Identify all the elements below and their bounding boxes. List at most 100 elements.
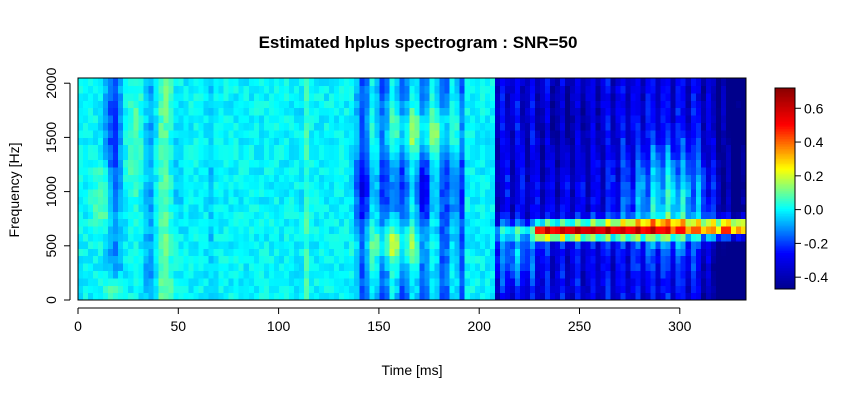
- heatmap-cell: [228, 92, 235, 101]
- heatmap-cell: [620, 285, 627, 294]
- heatmap-cell: [740, 181, 747, 190]
- heatmap-cell: [88, 189, 94, 197]
- heatmap-cell: [238, 248, 245, 257]
- heatmap-cell: [509, 248, 516, 257]
- heatmap-cell: [690, 166, 697, 175]
- heatmap-cell: [695, 144, 702, 153]
- heatmap-cell: [354, 122, 360, 131]
- colorbar-segment: [775, 89, 795, 92]
- heatmap-cell: [158, 144, 164, 153]
- heatmap-cell: [710, 263, 717, 271]
- heatmap-cell: [329, 129, 335, 138]
- heatmap-cell: [188, 285, 195, 294]
- heatmap-cell: [314, 166, 320, 175]
- heatmap-cell: [680, 270, 687, 279]
- heatmap-cell: [414, 226, 421, 234]
- heatmap-cell: [680, 107, 687, 116]
- heatmap-cell: [359, 115, 365, 123]
- heatmap-cell: [103, 166, 109, 175]
- heatmap-cell: [263, 277, 270, 286]
- heatmap-cell: [685, 203, 692, 212]
- heatmap-cell: [655, 181, 662, 190]
- heatmap-cell: [469, 78, 476, 86]
- heatmap-cell: [304, 122, 310, 131]
- heatmap-cell: [359, 255, 365, 264]
- heatmap-cell: [590, 233, 596, 242]
- heatmap-cell: [369, 203, 375, 212]
- heatmap-cell: [710, 92, 717, 101]
- heatmap-cell: [605, 144, 611, 153]
- heatmap-cell: [675, 248, 682, 257]
- heatmap-cell: [319, 189, 325, 197]
- heatmap-cell: [690, 233, 697, 242]
- heatmap-cell: [615, 129, 622, 138]
- heatmap-cell: [525, 107, 531, 116]
- heatmap-cell: [585, 100, 591, 109]
- heatmap-cell: [509, 122, 516, 131]
- heatmap-cell: [188, 248, 195, 257]
- heatmap-cell: [695, 78, 702, 86]
- heatmap-cell: [595, 226, 601, 234]
- heatmap-cell: [258, 107, 265, 116]
- heatmap-cell: [394, 263, 401, 271]
- heatmap-cell: [248, 107, 255, 116]
- heatmap-cell: [384, 240, 390, 249]
- heatmap-cell: [118, 203, 124, 212]
- heatmap-cell: [469, 115, 476, 123]
- heatmap-cell: [133, 285, 139, 294]
- heatmap-cell: [349, 189, 355, 197]
- heatmap-cell: [600, 263, 606, 271]
- heatmap-cell: [78, 144, 84, 153]
- heatmap-cell: [535, 166, 541, 175]
- heatmap-cell: [283, 248, 290, 257]
- heatmap-cell: [439, 270, 446, 279]
- heatmap-cell: [459, 196, 466, 205]
- heatmap-cell: [670, 78, 677, 86]
- heatmap-cell: [138, 292, 144, 301]
- heatmap-cell: [178, 144, 185, 153]
- heatmap-cell: [550, 152, 556, 160]
- heatmap-cell: [494, 226, 501, 234]
- heatmap-cell: [409, 181, 416, 190]
- heatmap-cell: [730, 78, 737, 86]
- heatmap-cell: [203, 270, 210, 279]
- heatmap-cell: [680, 78, 687, 86]
- heatmap-cell: [158, 85, 164, 94]
- heatmap-cell: [213, 292, 220, 301]
- heatmap-cell: [429, 129, 436, 138]
- heatmap-cell: [409, 211, 416, 220]
- heatmap-cell: [469, 137, 476, 146]
- heatmap-cell: [88, 248, 94, 257]
- heatmap-cell: [263, 270, 270, 279]
- heatmap-cell: [540, 174, 546, 183]
- heatmap-cell: [570, 285, 576, 294]
- heatmap-cell: [725, 152, 732, 160]
- heatmap-cell: [304, 100, 310, 109]
- heatmap-cell: [565, 277, 571, 286]
- heatmap-cell: [429, 233, 436, 242]
- heatmap-cell: [519, 181, 526, 190]
- heatmap-cell: [188, 78, 195, 86]
- heatmap-cell: [248, 240, 255, 249]
- heatmap-cell: [444, 240, 451, 249]
- heatmap-cell: [570, 277, 576, 286]
- heatmap-cell: [399, 174, 406, 183]
- heatmap-cell: [454, 203, 461, 212]
- heatmap-cell: [525, 255, 531, 264]
- heatmap-cell: [354, 196, 360, 205]
- heatmap-cell: [113, 85, 119, 94]
- heatmap-cell: [213, 263, 220, 271]
- heatmap-cell: [218, 181, 225, 190]
- heatmap-cell: [419, 218, 426, 227]
- heatmap-cell: [419, 115, 426, 123]
- heatmap-cell: [560, 144, 566, 153]
- heatmap-cell: [384, 85, 390, 94]
- heatmap-cell: [610, 248, 617, 257]
- heatmap-cell: [304, 292, 310, 301]
- heatmap-cell: [158, 226, 164, 234]
- heatmap-cell: [575, 285, 581, 294]
- heatmap-cell: [188, 277, 195, 286]
- heatmap-cell: [309, 107, 315, 116]
- heatmap-cell: [509, 174, 516, 183]
- heatmap-cell: [193, 263, 200, 271]
